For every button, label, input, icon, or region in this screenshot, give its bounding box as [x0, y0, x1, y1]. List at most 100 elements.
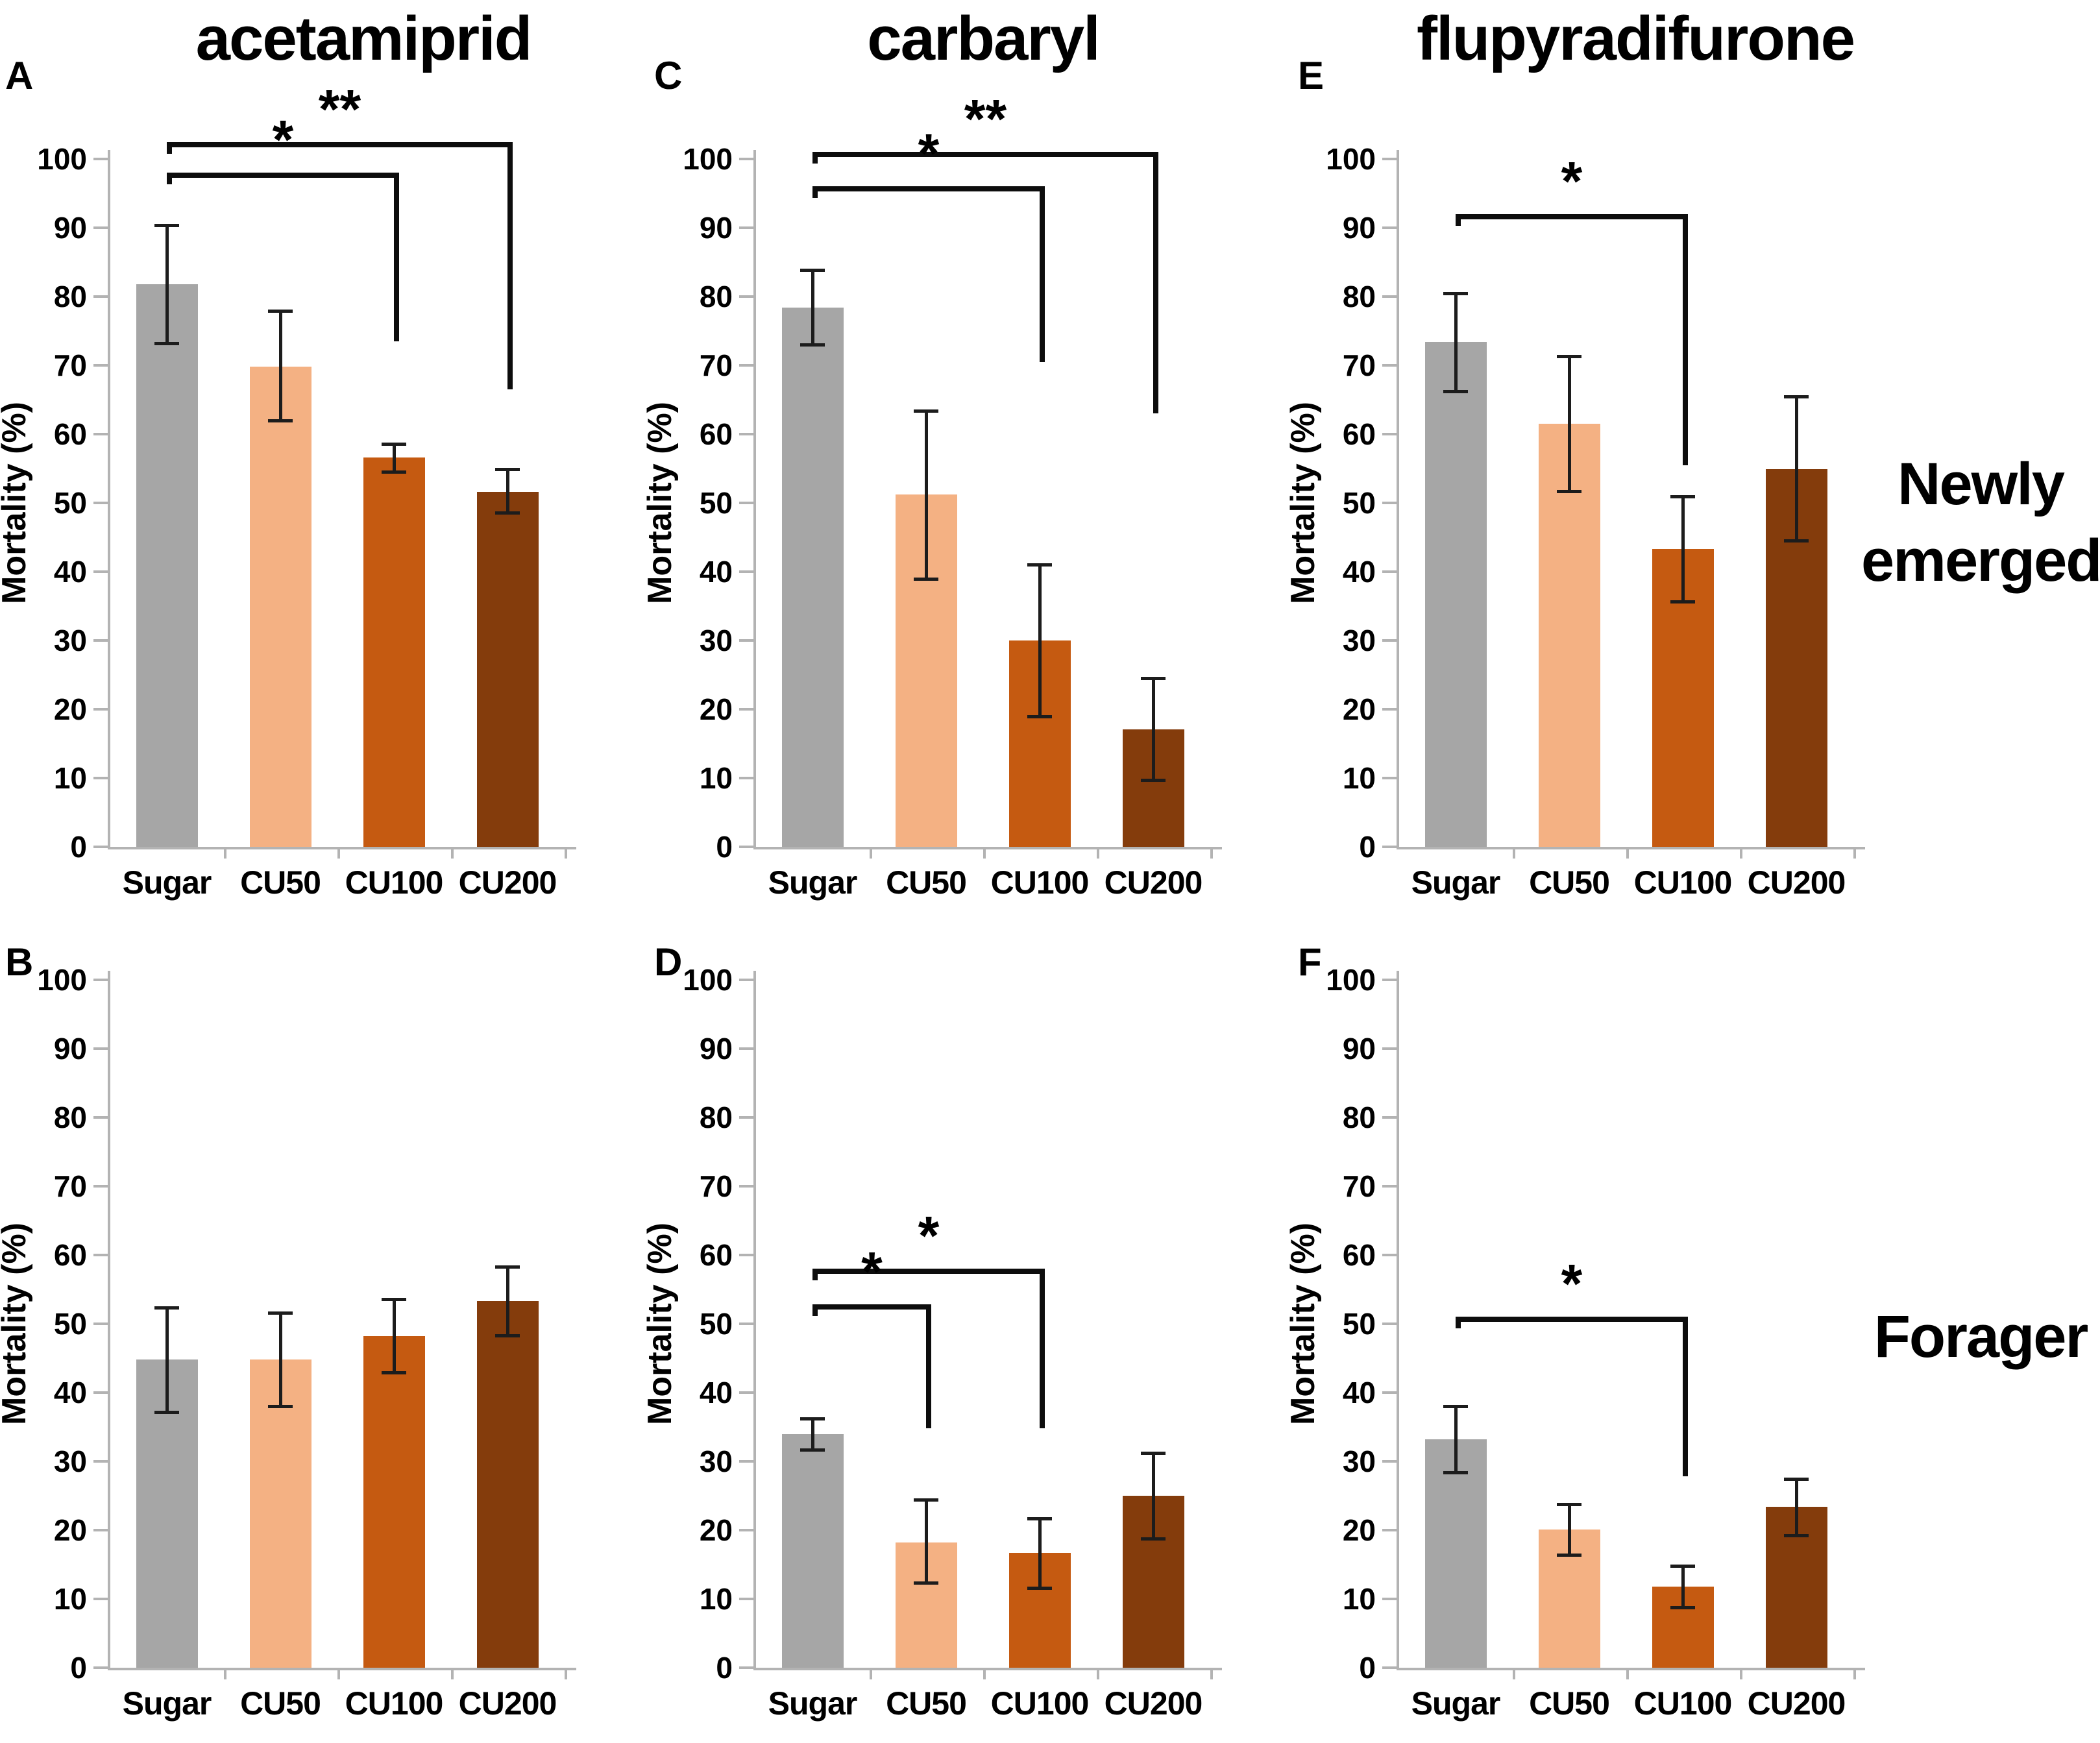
y-tick-label: 40: [1342, 1376, 1376, 1409]
error-bar-line: [811, 1419, 814, 1450]
y-tick: [739, 433, 753, 435]
y-tick-label: 100: [683, 142, 733, 176]
error-bar-cap-top: [268, 310, 293, 313]
sig-bracket-line: [1456, 213, 1688, 219]
y-tick: [93, 226, 108, 229]
y-tick: [1382, 433, 1397, 435]
y-tick: [1382, 1598, 1397, 1600]
y-tick: [93, 708, 108, 711]
error-bar-cap-top: [1141, 1452, 1166, 1456]
y-tick: [739, 1116, 753, 1119]
y-tick: [93, 846, 108, 848]
y-axis-line: [753, 150, 756, 849]
x-tick: [870, 849, 872, 859]
sig-bracket-left-tick: [167, 141, 172, 154]
y-tick: [1382, 1666, 1397, 1669]
y-tick-label: 60: [699, 417, 733, 451]
y-tick-label: 80: [1342, 280, 1376, 313]
error-bar-cap-top: [1557, 355, 1581, 359]
y-tick-label: 0: [1359, 830, 1376, 864]
sig-bracket-drop: [1153, 152, 1158, 414]
error-bar-cap-top: [1443, 291, 1468, 295]
y-tick: [739, 1254, 753, 1256]
y-tick-label: 90: [699, 1032, 733, 1066]
y-tick-label: 10: [53, 1582, 87, 1616]
error-bar-cap-top: [154, 223, 179, 227]
sig-label: *: [1561, 1253, 1583, 1315]
error-bar-cap-top: [1784, 395, 1809, 398]
y-tick-label: 0: [70, 830, 87, 864]
y-axis-title: Mortality (%): [641, 1223, 679, 1425]
x-category-label-CU50: CU50: [886, 1685, 967, 1722]
y-tick-label: 60: [1342, 1238, 1376, 1272]
y-tick-label: 90: [699, 211, 733, 245]
y-tick-label: 30: [53, 624, 87, 657]
y-axis-line: [1397, 971, 1399, 1670]
y-tick-label: 10: [1342, 1582, 1376, 1616]
y-tick-label: 40: [1342, 555, 1376, 589]
panel-letter-B: B: [5, 940, 34, 984]
error-bar-line: [1454, 293, 1458, 392]
y-tick-label: 0: [716, 1651, 733, 1685]
y-tick: [93, 1322, 108, 1325]
x-tick: [451, 849, 454, 859]
y-tick: [739, 777, 753, 779]
y-tick: [1382, 570, 1397, 573]
y-tick: [739, 1322, 753, 1325]
sig-bracket-left-tick: [812, 152, 818, 164]
error-bar-line: [1038, 565, 1042, 716]
y-tick-label: 100: [683, 963, 733, 997]
error-bar-line: [278, 1313, 282, 1407]
y-tick-label: 20: [699, 1513, 733, 1547]
y-tick: [93, 1666, 108, 1669]
x-category-label-CU100: CU100: [1633, 864, 1733, 901]
y-axis-title: Mortality (%): [1284, 1223, 1322, 1425]
sig-bracket-drop: [926, 1304, 931, 1429]
bar-E-CU50: [1538, 424, 1600, 847]
error-bar-cap-top: [1670, 1565, 1695, 1568]
error-bar-cap-bottom: [800, 1448, 825, 1452]
x-tick: [451, 1670, 454, 1679]
y-tick-label: 30: [699, 624, 733, 657]
x-category-label-CU200: CU200: [1104, 864, 1203, 901]
x-tick: [1626, 849, 1629, 859]
x-tick: [870, 1670, 872, 1679]
y-tick-label: 20: [53, 692, 87, 726]
y-tick-label: 50: [1342, 1307, 1376, 1341]
error-bar-line: [1567, 356, 1571, 491]
bar-A-CU50: [249, 367, 311, 847]
error-bar-cap-bottom: [1141, 1537, 1166, 1541]
y-tick: [1382, 639, 1397, 642]
x-tick: [1853, 1670, 1856, 1679]
sig-bracket-left-tick: [1456, 1317, 1461, 1329]
error-bar-cap-bottom: [800, 343, 825, 347]
y-tick-label: 100: [1326, 963, 1376, 997]
x-category-label-CU200: CU200: [1104, 1685, 1203, 1722]
y-tick: [93, 639, 108, 642]
error-bar-cap-top: [800, 1417, 825, 1421]
y-tick-label: 20: [1342, 1513, 1376, 1547]
y-tick-label: 40: [53, 555, 87, 589]
error-bar-line: [1151, 678, 1155, 781]
x-category-label-CU100: CU100: [345, 864, 444, 901]
y-tick: [739, 1598, 753, 1600]
y-tick-label: 60: [53, 1238, 87, 1272]
y-tick: [739, 1391, 753, 1394]
y-tick-label: 10: [699, 761, 733, 795]
error-bar-line: [811, 269, 814, 345]
y-tick: [93, 1116, 108, 1119]
y-tick-label: 80: [699, 280, 733, 313]
error-bar-cap-top: [1557, 1502, 1581, 1506]
error-bar-line: [506, 469, 509, 513]
x-tick: [565, 849, 567, 859]
error-bar-cap-bottom: [1670, 1605, 1695, 1609]
y-tick: [739, 364, 753, 367]
y-tick-label: 100: [1326, 142, 1376, 176]
row-label-newly-emerged: Newly emerged: [1861, 451, 2100, 594]
y-axis-title: Mortality (%): [641, 402, 679, 604]
y-tick-label: 100: [37, 963, 87, 997]
bar-A-CU200: [476, 492, 539, 847]
sig-bracket-drop: [1040, 1269, 1045, 1429]
y-tick: [739, 158, 753, 160]
error-bar-cap-bottom: [268, 1405, 293, 1409]
